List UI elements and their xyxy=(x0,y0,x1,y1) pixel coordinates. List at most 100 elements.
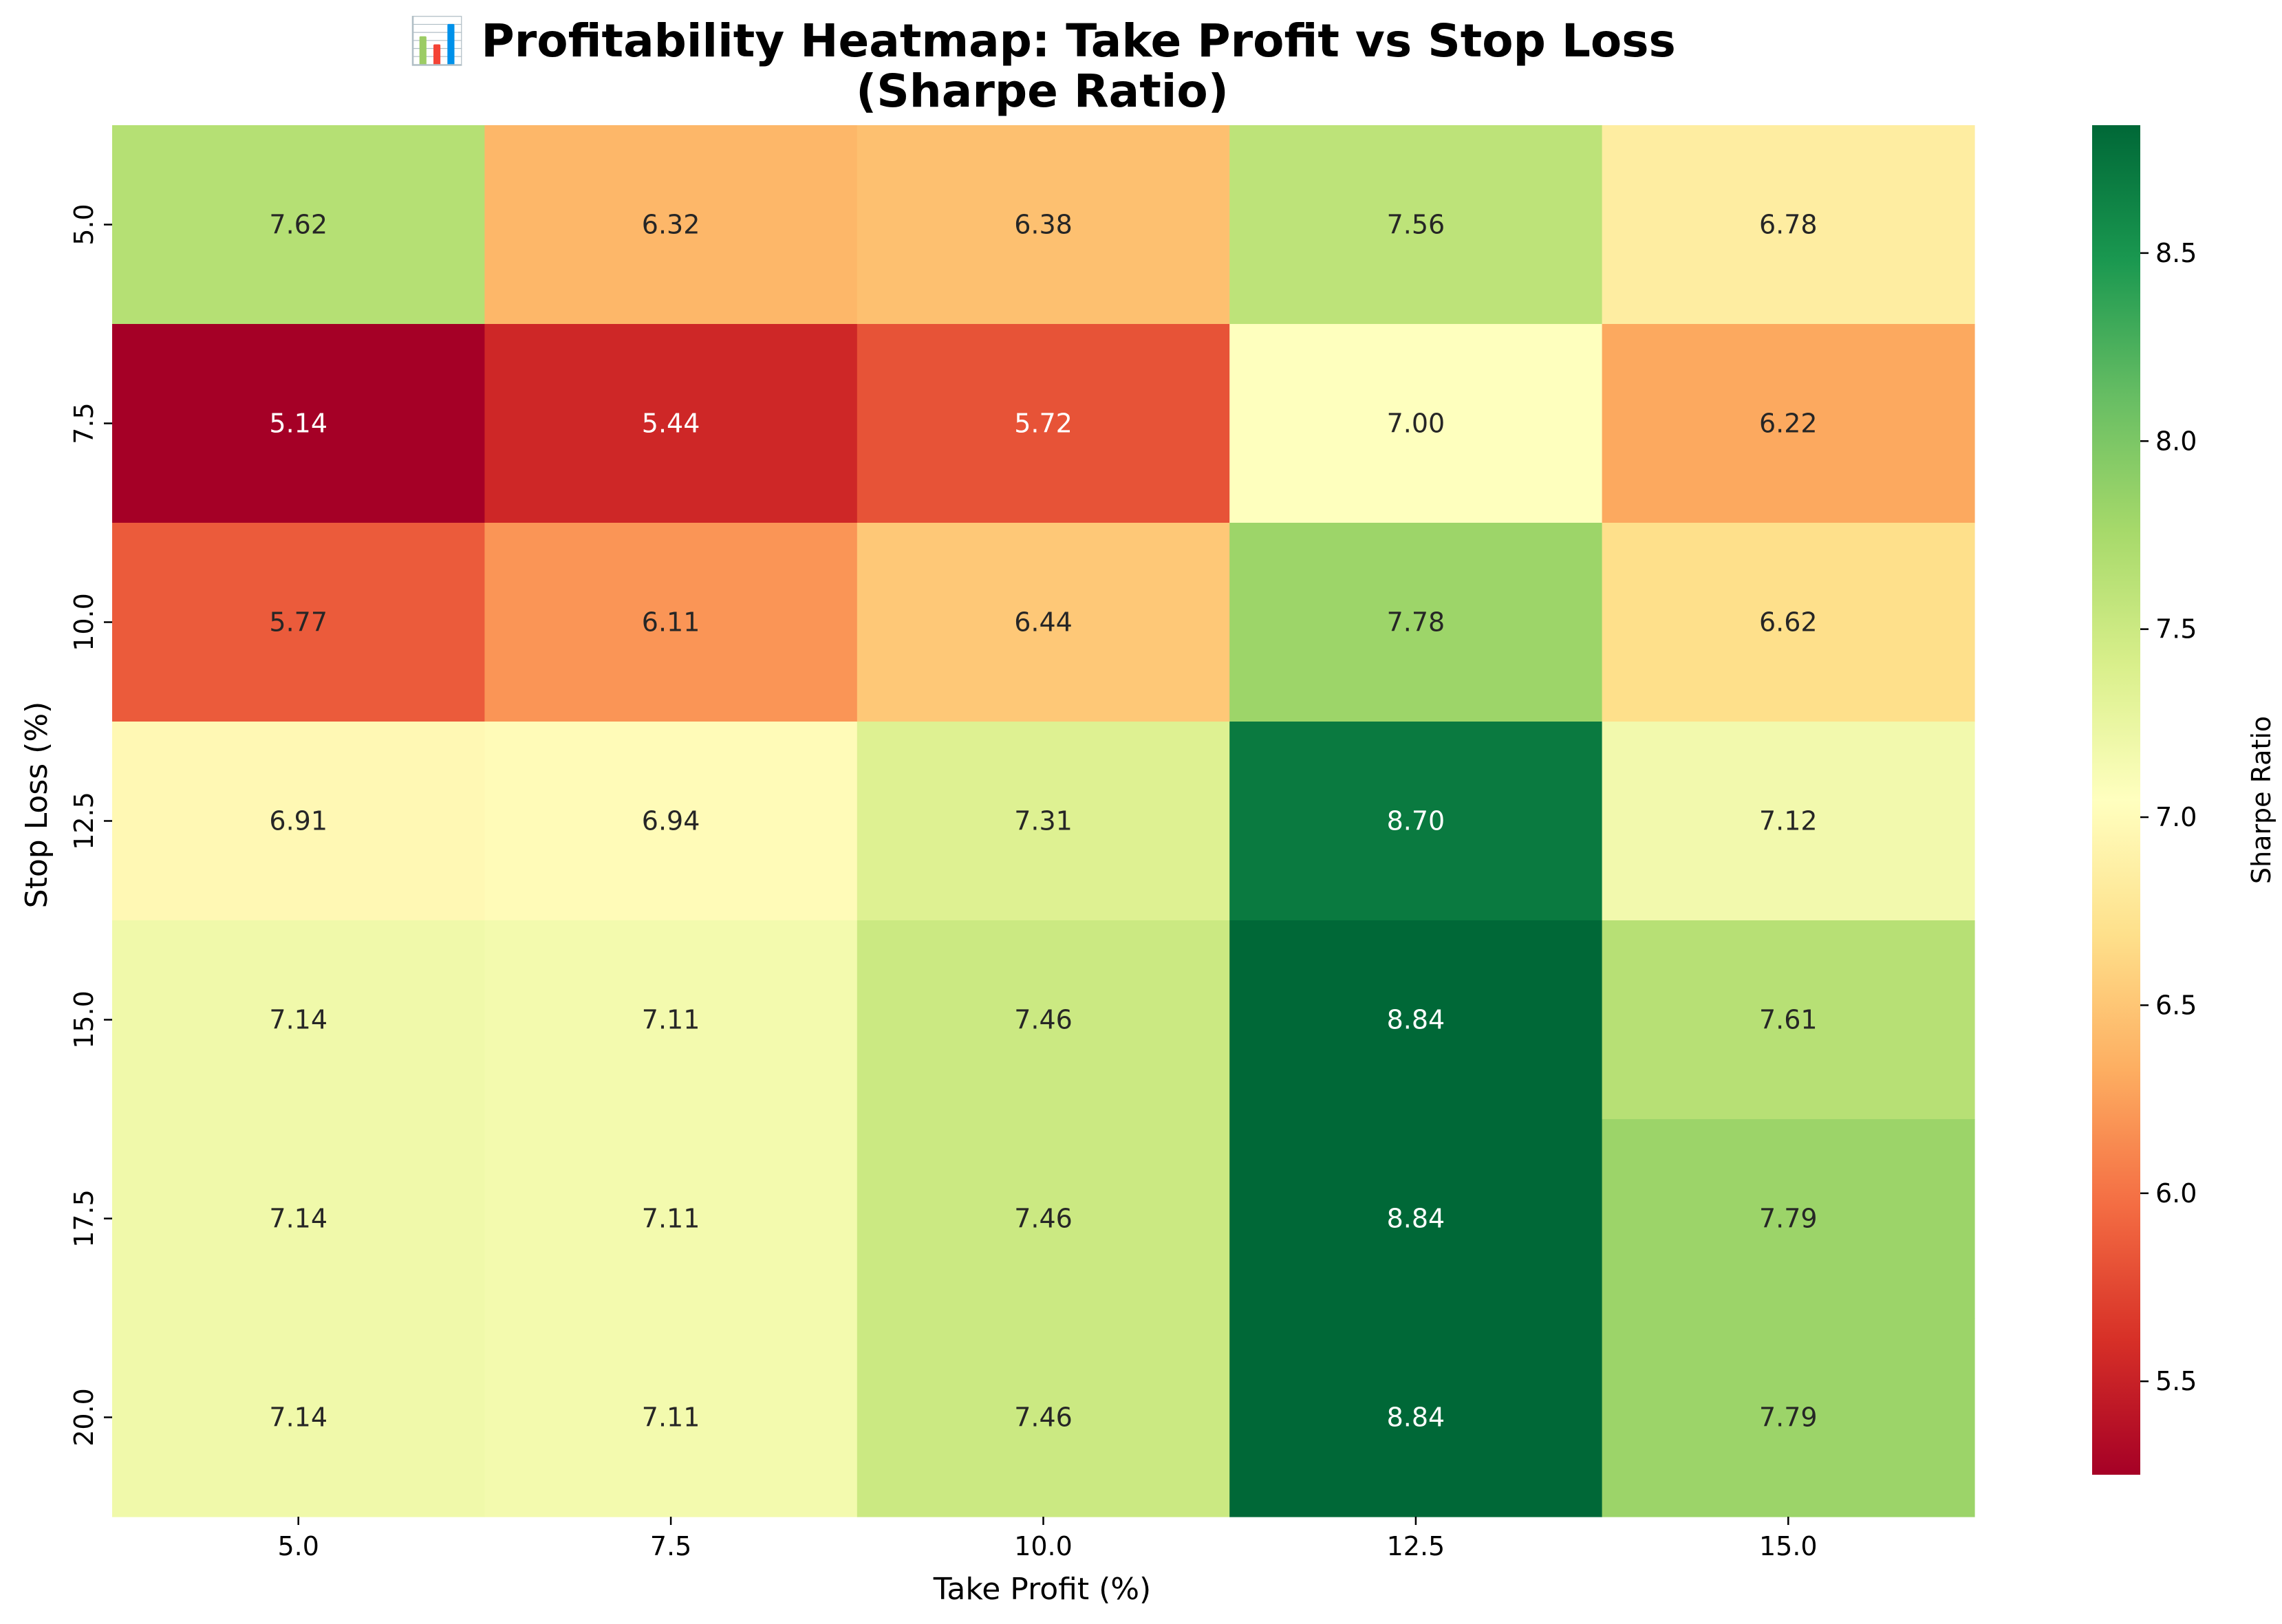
cell-value-label: 7.00 xyxy=(1387,409,1445,439)
colorbar-tick-label: 7.0 xyxy=(2155,802,2197,832)
heatmap-cell xyxy=(484,523,858,722)
colorbar-tick-label: 6.0 xyxy=(2155,1178,2197,1209)
y-tick-label: 7.5 xyxy=(69,402,99,444)
cell-value-label: 6.32 xyxy=(642,210,700,240)
heatmap-cell xyxy=(857,324,1230,523)
cell-value-label: 7.14 xyxy=(269,1005,327,1035)
heatmap-cell xyxy=(1602,722,1975,921)
heatmap-cell xyxy=(1602,1119,1975,1319)
cell-value-label: 5.72 xyxy=(1014,409,1073,439)
heatmap-cell xyxy=(1229,722,1603,921)
heatmap-cell xyxy=(857,920,1230,1120)
heatmap-cell xyxy=(112,1119,485,1319)
cell-value-label: 7.46 xyxy=(1014,1204,1073,1234)
y-tick-label: 12.5 xyxy=(69,792,99,850)
cell-value-label: 7.79 xyxy=(1759,1204,1818,1234)
cell-value-label: 6.22 xyxy=(1759,409,1818,439)
heatmap-cell xyxy=(1229,920,1603,1120)
cell-value-label: 8.84 xyxy=(1387,1204,1445,1234)
cell-value-label: 7.11 xyxy=(642,1403,700,1433)
heatmap-cell xyxy=(857,523,1230,722)
cell-value-label: 7.12 xyxy=(1759,806,1818,836)
cell-value-label: 7.11 xyxy=(642,1005,700,1035)
colorbar-tick-label: 6.5 xyxy=(2155,990,2197,1020)
x-tick-label: 12.5 xyxy=(1387,1531,1445,1561)
heatmap-cell xyxy=(1229,324,1603,523)
cell-value-label: 8.84 xyxy=(1387,1403,1445,1433)
cell-value-label: 7.14 xyxy=(269,1204,327,1234)
x-axis-label: Take Profit (%) xyxy=(933,1572,1151,1607)
cell-value-label: 6.94 xyxy=(642,806,700,836)
colorbar-label: Sharpe Ratio xyxy=(2246,716,2276,884)
heatmap-cell xyxy=(484,1318,858,1517)
cell-value-label: 7.46 xyxy=(1014,1403,1073,1433)
colorbar xyxy=(2092,125,2140,1475)
y-tick-label: 17.5 xyxy=(69,1189,99,1248)
x-axis-ticks: 5.0 7.5 10.0 12.5 15.0 xyxy=(277,1517,1818,1561)
cell-value-label: 6.62 xyxy=(1759,607,1818,638)
heatmap-cell xyxy=(112,324,485,523)
colorbar-ticks: 5.5 6.0 6.5 7.0 7.5 8.0 8.5 xyxy=(2140,238,2197,1396)
cell-value-label: 7.78 xyxy=(1387,607,1445,638)
heatmap-cell xyxy=(484,920,858,1120)
y-tick-label: 10.0 xyxy=(69,593,99,651)
heatmap-cell xyxy=(484,722,858,921)
cell-value-label: 7.14 xyxy=(269,1403,327,1433)
cell-value-label: 5.77 xyxy=(269,607,327,638)
heatmap-cell xyxy=(112,125,485,325)
chart-subtitle: (Sharpe Ratio) xyxy=(856,65,1229,118)
cell-value-label: 6.38 xyxy=(1014,210,1073,240)
colorbar-tick-label: 8.0 xyxy=(2155,426,2197,456)
x-tick-label: 7.5 xyxy=(650,1531,691,1561)
cell-value-label: 7.56 xyxy=(1387,210,1445,240)
colorbar-tick-label: 8.5 xyxy=(2155,238,2197,268)
cell-value-label: 7.79 xyxy=(1759,1403,1818,1433)
cell-value-label: 6.11 xyxy=(642,607,700,638)
heatmap-cell xyxy=(1229,125,1603,325)
heatmap-cell xyxy=(1602,920,1975,1120)
heatmap-cell xyxy=(1229,1119,1603,1319)
cell-value-label: 8.70 xyxy=(1387,806,1445,836)
heatmap-cell xyxy=(1602,523,1975,722)
y-tick-label: 15.0 xyxy=(69,990,99,1049)
cell-value-label: 7.62 xyxy=(269,210,327,240)
x-tick-label: 10.0 xyxy=(1014,1531,1073,1561)
cell-value-label: 6.78 xyxy=(1759,210,1818,240)
cell-value-label: 7.31 xyxy=(1014,806,1073,836)
cell-value-label: 8.84 xyxy=(1387,1005,1445,1035)
colorbar-tick-label: 7.5 xyxy=(2155,614,2197,645)
heatmap-cell xyxy=(112,523,485,722)
heatmap-cell xyxy=(857,1119,1230,1319)
x-tick-label: 5.0 xyxy=(277,1531,319,1561)
colorbar-tick-label: 5.5 xyxy=(2155,1366,2197,1396)
cell-value-label: 5.14 xyxy=(269,409,327,439)
heatmap-cell xyxy=(112,920,485,1120)
heatmap-cell xyxy=(112,1318,485,1517)
cell-value-label: 6.91 xyxy=(269,806,327,836)
y-axis-label: Stop Loss (%) xyxy=(19,702,54,909)
heatmap-cell xyxy=(857,722,1230,921)
x-tick-label: 15.0 xyxy=(1759,1531,1818,1561)
y-axis-ticks: 5.0 7.5 10.0 12.5 15.0 17.5 20.0 xyxy=(69,204,112,1447)
heatmap-cell xyxy=(484,324,858,523)
heatmap-cell xyxy=(484,125,858,325)
heatmap-cell xyxy=(1229,523,1603,722)
heatmap-cell-labels: 7.62 6.32 6.38 7.56 6.78 5.14 5.44 5.72 7.00 6.22… xyxy=(269,210,1817,1433)
heatmap-cell xyxy=(1602,1318,1975,1517)
heatmap-cell xyxy=(1229,1318,1603,1517)
heatmap-cell xyxy=(484,1119,858,1319)
chart-title: 📊 Profitability Heatmap: Take Profit vs … xyxy=(409,14,1676,67)
heatmap-cell xyxy=(112,722,485,921)
heatmap-cells xyxy=(112,125,1975,1517)
cell-value-label: 7.61 xyxy=(1759,1005,1818,1035)
cell-value-label: 5.44 xyxy=(642,409,700,439)
y-tick-label: 20.0 xyxy=(69,1388,99,1447)
heatmap-cell xyxy=(1602,324,1975,523)
cell-value-label: 6.44 xyxy=(1014,607,1073,638)
cell-value-label: 7.46 xyxy=(1014,1005,1073,1035)
y-tick-label: 5.0 xyxy=(69,204,99,245)
heatmap-cell xyxy=(857,1318,1230,1517)
cell-value-label: 7.11 xyxy=(642,1204,700,1234)
heatmap-cell xyxy=(1602,125,1975,325)
